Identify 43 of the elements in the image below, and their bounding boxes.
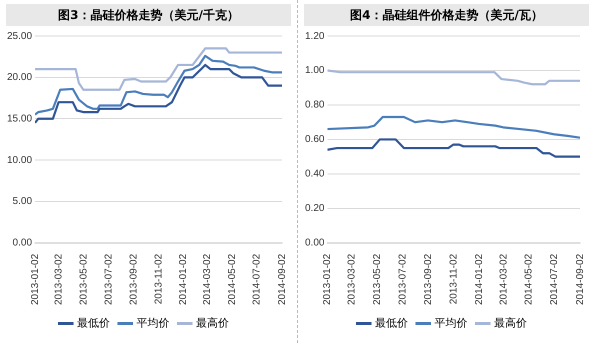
x-tick-label: 2013-11-02: [153, 253, 164, 304]
legend-label: 最高价: [494, 316, 527, 330]
x-tick-label: 2014-01-02: [178, 253, 190, 306]
x-tick-label: 2014-09-02: [574, 253, 586, 306]
x-tick-label: 2014-03-02: [202, 253, 214, 306]
x-tick-label: 2014-01-02: [474, 253, 485, 306]
y-tick-label: 0.80: [304, 100, 325, 111]
x-tick-label: 2014-05-02: [524, 253, 535, 306]
legend-label: 最低价: [374, 316, 408, 330]
x-tick-label: 2014-05-02: [226, 253, 238, 306]
chart-title: 图4：晶硅组件价格走势（美元/瓦）: [304, 4, 589, 26]
x-tick-label: 2013-05-02: [372, 253, 384, 306]
x-tick-label: 2013-11-02: [448, 253, 460, 304]
y-tick-label: 0.00: [12, 238, 32, 249]
y-tick-label: 10.00: [6, 154, 32, 166]
x-tick-label: 2013-07-02: [103, 253, 114, 306]
y-tick-label: 0.60: [304, 134, 325, 146]
y-tick-label: 0.00: [304, 238, 325, 249]
x-tick-label: 2014-07-02: [549, 253, 560, 306]
x-tick-label: 2013-03-02: [54, 253, 65, 306]
chart-title: 图3：晶硅价格走势（美元/千克）: [6, 4, 291, 26]
y-tick-label: 20.00: [6, 72, 32, 84]
x-tick-label: 2013-07-02: [397, 253, 408, 306]
legend-label: 最高价: [196, 316, 229, 330]
y-tick-label: 1.00: [304, 65, 325, 76]
y-tick-label: 0.40: [304, 168, 325, 180]
legend-label: 平均价: [136, 316, 170, 330]
x-tick-label: 2013-09-02: [128, 253, 140, 306]
y-tick-label: 25.00: [6, 30, 32, 42]
y-tick-label: 15.00: [6, 113, 32, 124]
x-tick-label: 2014-09-02: [276, 253, 288, 306]
legend-label: 最低价: [76, 316, 110, 330]
legend-label: 平均价: [434, 316, 468, 330]
y-tick-label: 1.20: [304, 30, 325, 42]
x-tick-label: 2014-07-02: [252, 253, 263, 306]
x-tick-label: 2013-05-02: [78, 253, 90, 306]
x-tick-label: 2013-01-02: [322, 253, 334, 306]
x-tick-label: 2013-09-02: [423, 253, 434, 306]
x-tick-label: 2014-03-02: [498, 253, 510, 306]
x-tick-label: 2013-03-02: [346, 253, 358, 306]
y-tick-label: 0.20: [304, 203, 325, 214]
x-tick-label: 2013-01-02: [30, 253, 41, 306]
y-tick-label: 5.00: [12, 196, 32, 208]
